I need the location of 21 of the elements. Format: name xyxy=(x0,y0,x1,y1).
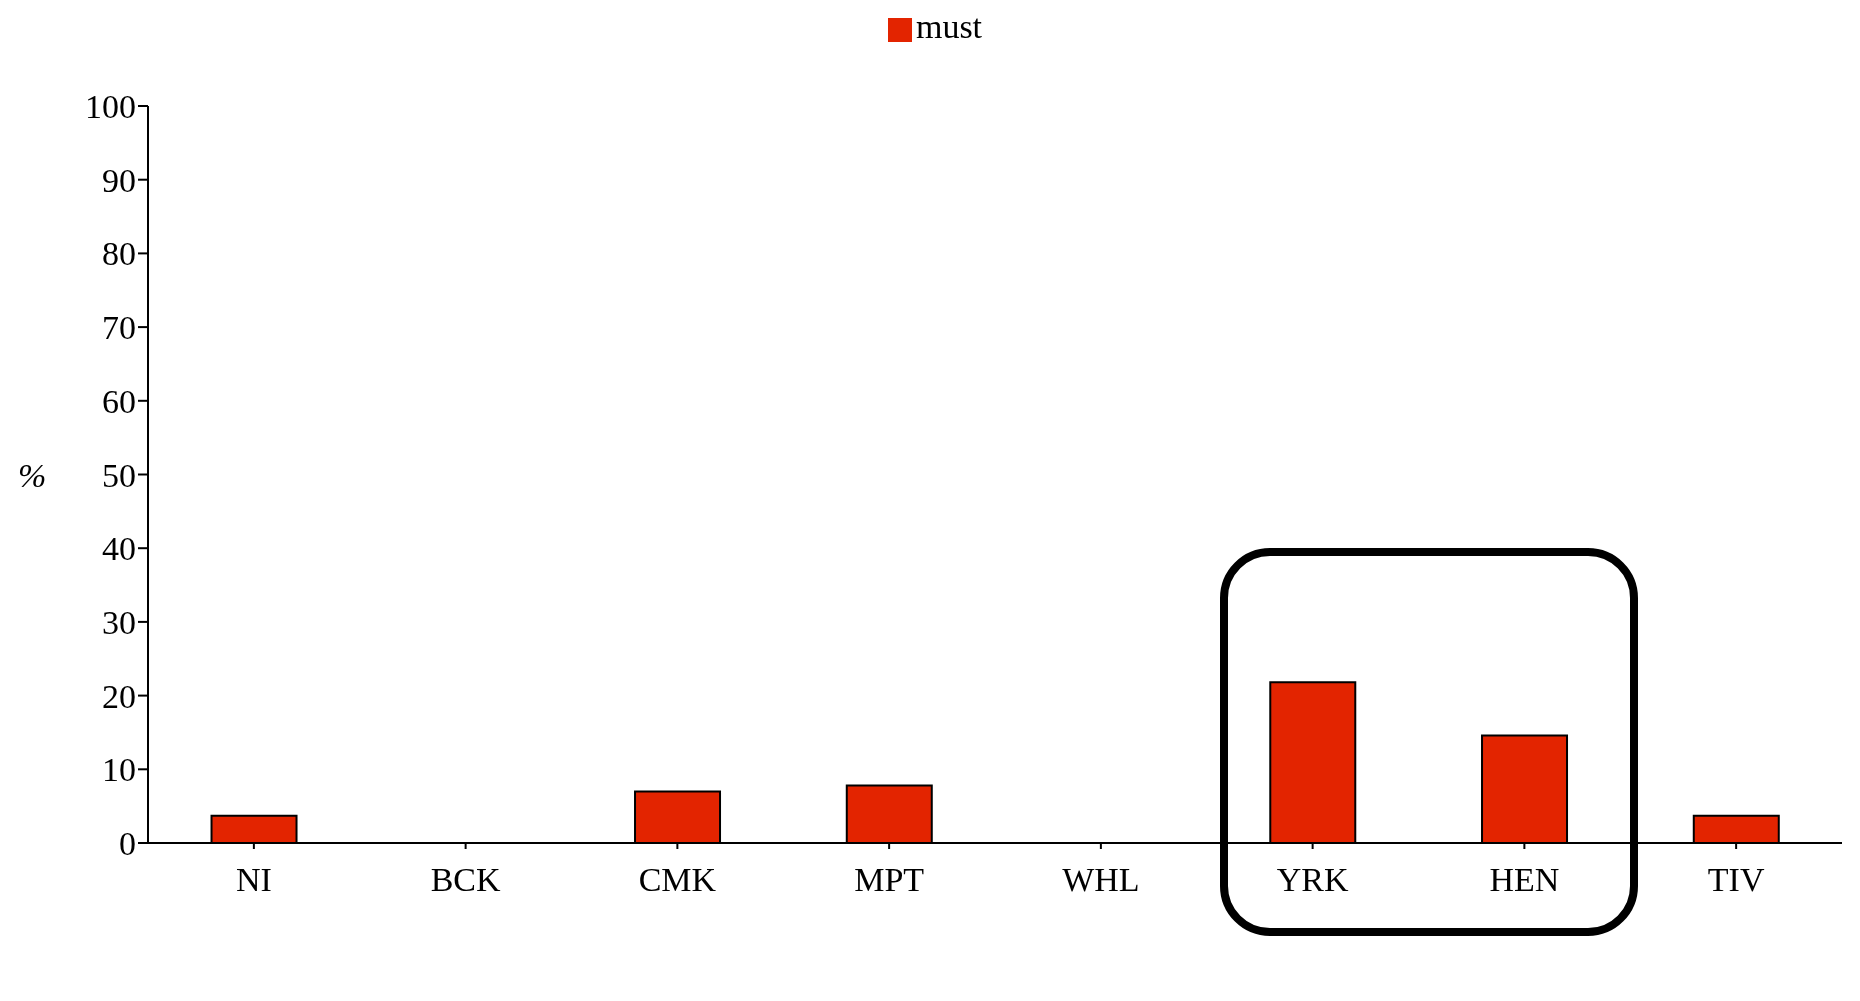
x-tick-label: NI xyxy=(235,861,272,899)
legend-label: must xyxy=(915,8,983,45)
x-tick-label: HEN xyxy=(1489,861,1560,899)
y-tick-label: 40 xyxy=(102,530,136,568)
x-tick-label: BCK xyxy=(430,861,502,899)
x-tick-label: WHL xyxy=(1062,861,1140,899)
x-tick-label: CMK xyxy=(638,861,717,899)
y-tick-label: 60 xyxy=(102,382,136,420)
x-tick-label: MPT xyxy=(854,861,925,899)
y-tick-label: 100 xyxy=(85,88,136,126)
x-tick-label: TIV xyxy=(1707,861,1765,899)
y-tick-label: 10 xyxy=(102,751,136,789)
y-tick-label: 30 xyxy=(102,603,136,641)
y-tick-label: 80 xyxy=(102,235,136,273)
y-tick-label: 90 xyxy=(102,161,136,199)
y-tick-label: 0 xyxy=(119,825,136,863)
x-tick-label: YRK xyxy=(1276,861,1349,899)
y-tick-label: 20 xyxy=(102,677,136,715)
y-axis-title: % xyxy=(18,456,47,494)
y-tick-label: 50 xyxy=(102,456,136,494)
y-tick-label: 70 xyxy=(102,309,136,347)
